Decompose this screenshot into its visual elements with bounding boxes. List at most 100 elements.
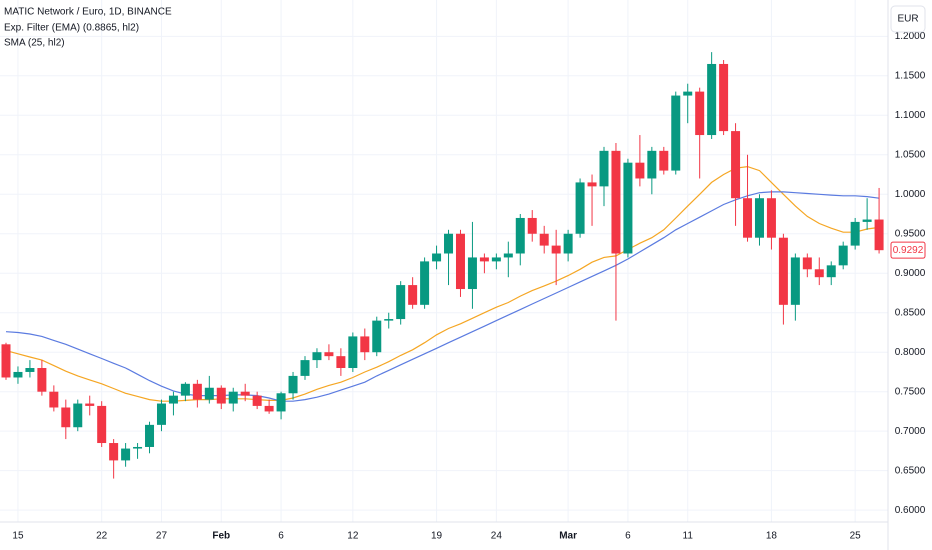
candle-body bbox=[300, 360, 310, 376]
candle-body bbox=[575, 182, 585, 234]
candle-body bbox=[384, 319, 394, 321]
candle-body bbox=[551, 245, 561, 254]
candle-body bbox=[444, 233, 454, 254]
candle-body bbox=[133, 446, 143, 449]
candle-body bbox=[611, 150, 621, 254]
candle-body bbox=[360, 336, 370, 353]
candle-body bbox=[420, 261, 430, 305]
currency-button[interactable] bbox=[890, 5, 926, 33]
last-price-box bbox=[890, 241, 926, 259]
candle-body bbox=[264, 405, 274, 412]
candle-body bbox=[826, 265, 836, 278]
candle-body bbox=[719, 63, 729, 132]
candle-body bbox=[156, 403, 166, 425]
legend: Exp. Filter (EMA) (0.8865, hl2) SMA (25, … bbox=[4, 23, 139, 49]
plot bbox=[1, 52, 884, 479]
candle-body bbox=[288, 375, 298, 394]
candle-body bbox=[455, 233, 465, 290]
candle-body bbox=[862, 219, 872, 222]
x-tick-label: 6 bbox=[278, 531, 284, 542]
candle-body bbox=[216, 387, 226, 404]
candle-body bbox=[599, 150, 609, 187]
candle-body bbox=[276, 393, 286, 412]
candle-body bbox=[659, 150, 669, 171]
candle-body bbox=[623, 162, 633, 254]
candle-body bbox=[49, 391, 59, 408]
candle-body bbox=[61, 407, 71, 428]
indicator-line bbox=[5, 191, 880, 402]
chart-title: MATIC Network / Euro, 1D, BINANCE bbox=[4, 7, 172, 18]
candle-body bbox=[467, 257, 477, 290]
y-tick-label: 1.0500 bbox=[895, 149, 926, 160]
candle-body bbox=[121, 448, 131, 461]
y-tick-label: 0.7500 bbox=[895, 386, 926, 397]
x-tick-label: 27 bbox=[156, 531, 168, 542]
candle-body bbox=[168, 395, 178, 404]
legend-entry: Exp. Filter (EMA) (0.8865, hl2) bbox=[4, 23, 139, 34]
candle-body bbox=[25, 368, 35, 372]
currency-label[interactable]: EUR bbox=[897, 14, 918, 25]
y-tick-label: 0.6500 bbox=[895, 465, 926, 476]
x-tick-label: 25 bbox=[850, 531, 862, 542]
y-tick-label: 0.6000 bbox=[895, 505, 926, 516]
candle-body bbox=[671, 95, 681, 171]
candle-body bbox=[408, 285, 418, 305]
candle-body bbox=[850, 221, 860, 246]
y-tick-label: 1.1500 bbox=[895, 70, 926, 81]
candle-body bbox=[13, 371, 23, 378]
candle-body bbox=[312, 352, 322, 361]
candle-body bbox=[372, 320, 382, 353]
candle-body bbox=[204, 387, 214, 400]
x-tick-label: 22 bbox=[96, 531, 108, 542]
candle-body bbox=[85, 403, 95, 406]
x-tick-label: Mar bbox=[559, 531, 577, 542]
candle-body bbox=[37, 368, 47, 392]
candle-body bbox=[731, 131, 741, 199]
candle-body bbox=[396, 285, 406, 320]
candle-body bbox=[109, 443, 119, 461]
candle-body bbox=[539, 233, 549, 246]
candle-body bbox=[1, 344, 11, 378]
candle-body bbox=[240, 391, 250, 396]
candle-body bbox=[348, 336, 358, 369]
y-tick-label: 0.8000 bbox=[895, 347, 926, 358]
candle-body bbox=[707, 63, 717, 136]
x-tick-label: 24 bbox=[491, 531, 503, 542]
candle-body bbox=[479, 257, 489, 262]
x-tick-label: Feb bbox=[212, 531, 230, 542]
candle-body bbox=[97, 405, 107, 444]
y-tick-label: 0.9500 bbox=[895, 228, 926, 239]
candle-body bbox=[790, 257, 800, 305]
x-tick-label: 6 bbox=[625, 531, 631, 542]
candle-body bbox=[192, 383, 202, 400]
y-tick-label: 1.2000 bbox=[895, 31, 926, 42]
candle-body bbox=[252, 395, 262, 406]
x-tick-label: 11 bbox=[683, 531, 694, 542]
y-tick-label: 0.9000 bbox=[895, 268, 926, 279]
candle-body bbox=[73, 403, 83, 428]
candle-body bbox=[503, 253, 513, 258]
last-price-label: 0.9292 bbox=[893, 245, 924, 256]
candle-body bbox=[838, 245, 848, 266]
candle-body bbox=[683, 91, 693, 96]
candle-body bbox=[802, 257, 812, 270]
candle-body bbox=[491, 257, 501, 262]
candle-body bbox=[635, 162, 645, 179]
candle-body bbox=[754, 198, 764, 238]
axes: 0.6000 0.6500 0.7000 0.7500 0.8000 0.8500 0.90… bbox=[12, 31, 925, 542]
candle-body bbox=[145, 424, 155, 447]
candle-body bbox=[228, 391, 238, 404]
candle-body bbox=[336, 356, 346, 369]
candle-body bbox=[695, 91, 705, 136]
x-tick-label: 19 bbox=[431, 531, 443, 542]
x-tick-label: 15 bbox=[12, 531, 24, 542]
y-tick-label: 0.8500 bbox=[895, 307, 926, 318]
candle-body bbox=[432, 253, 442, 262]
candle-body bbox=[766, 198, 776, 238]
candle-body bbox=[563, 233, 573, 254]
candle-body bbox=[324, 352, 334, 357]
x-tick-label: 12 bbox=[347, 531, 359, 542]
